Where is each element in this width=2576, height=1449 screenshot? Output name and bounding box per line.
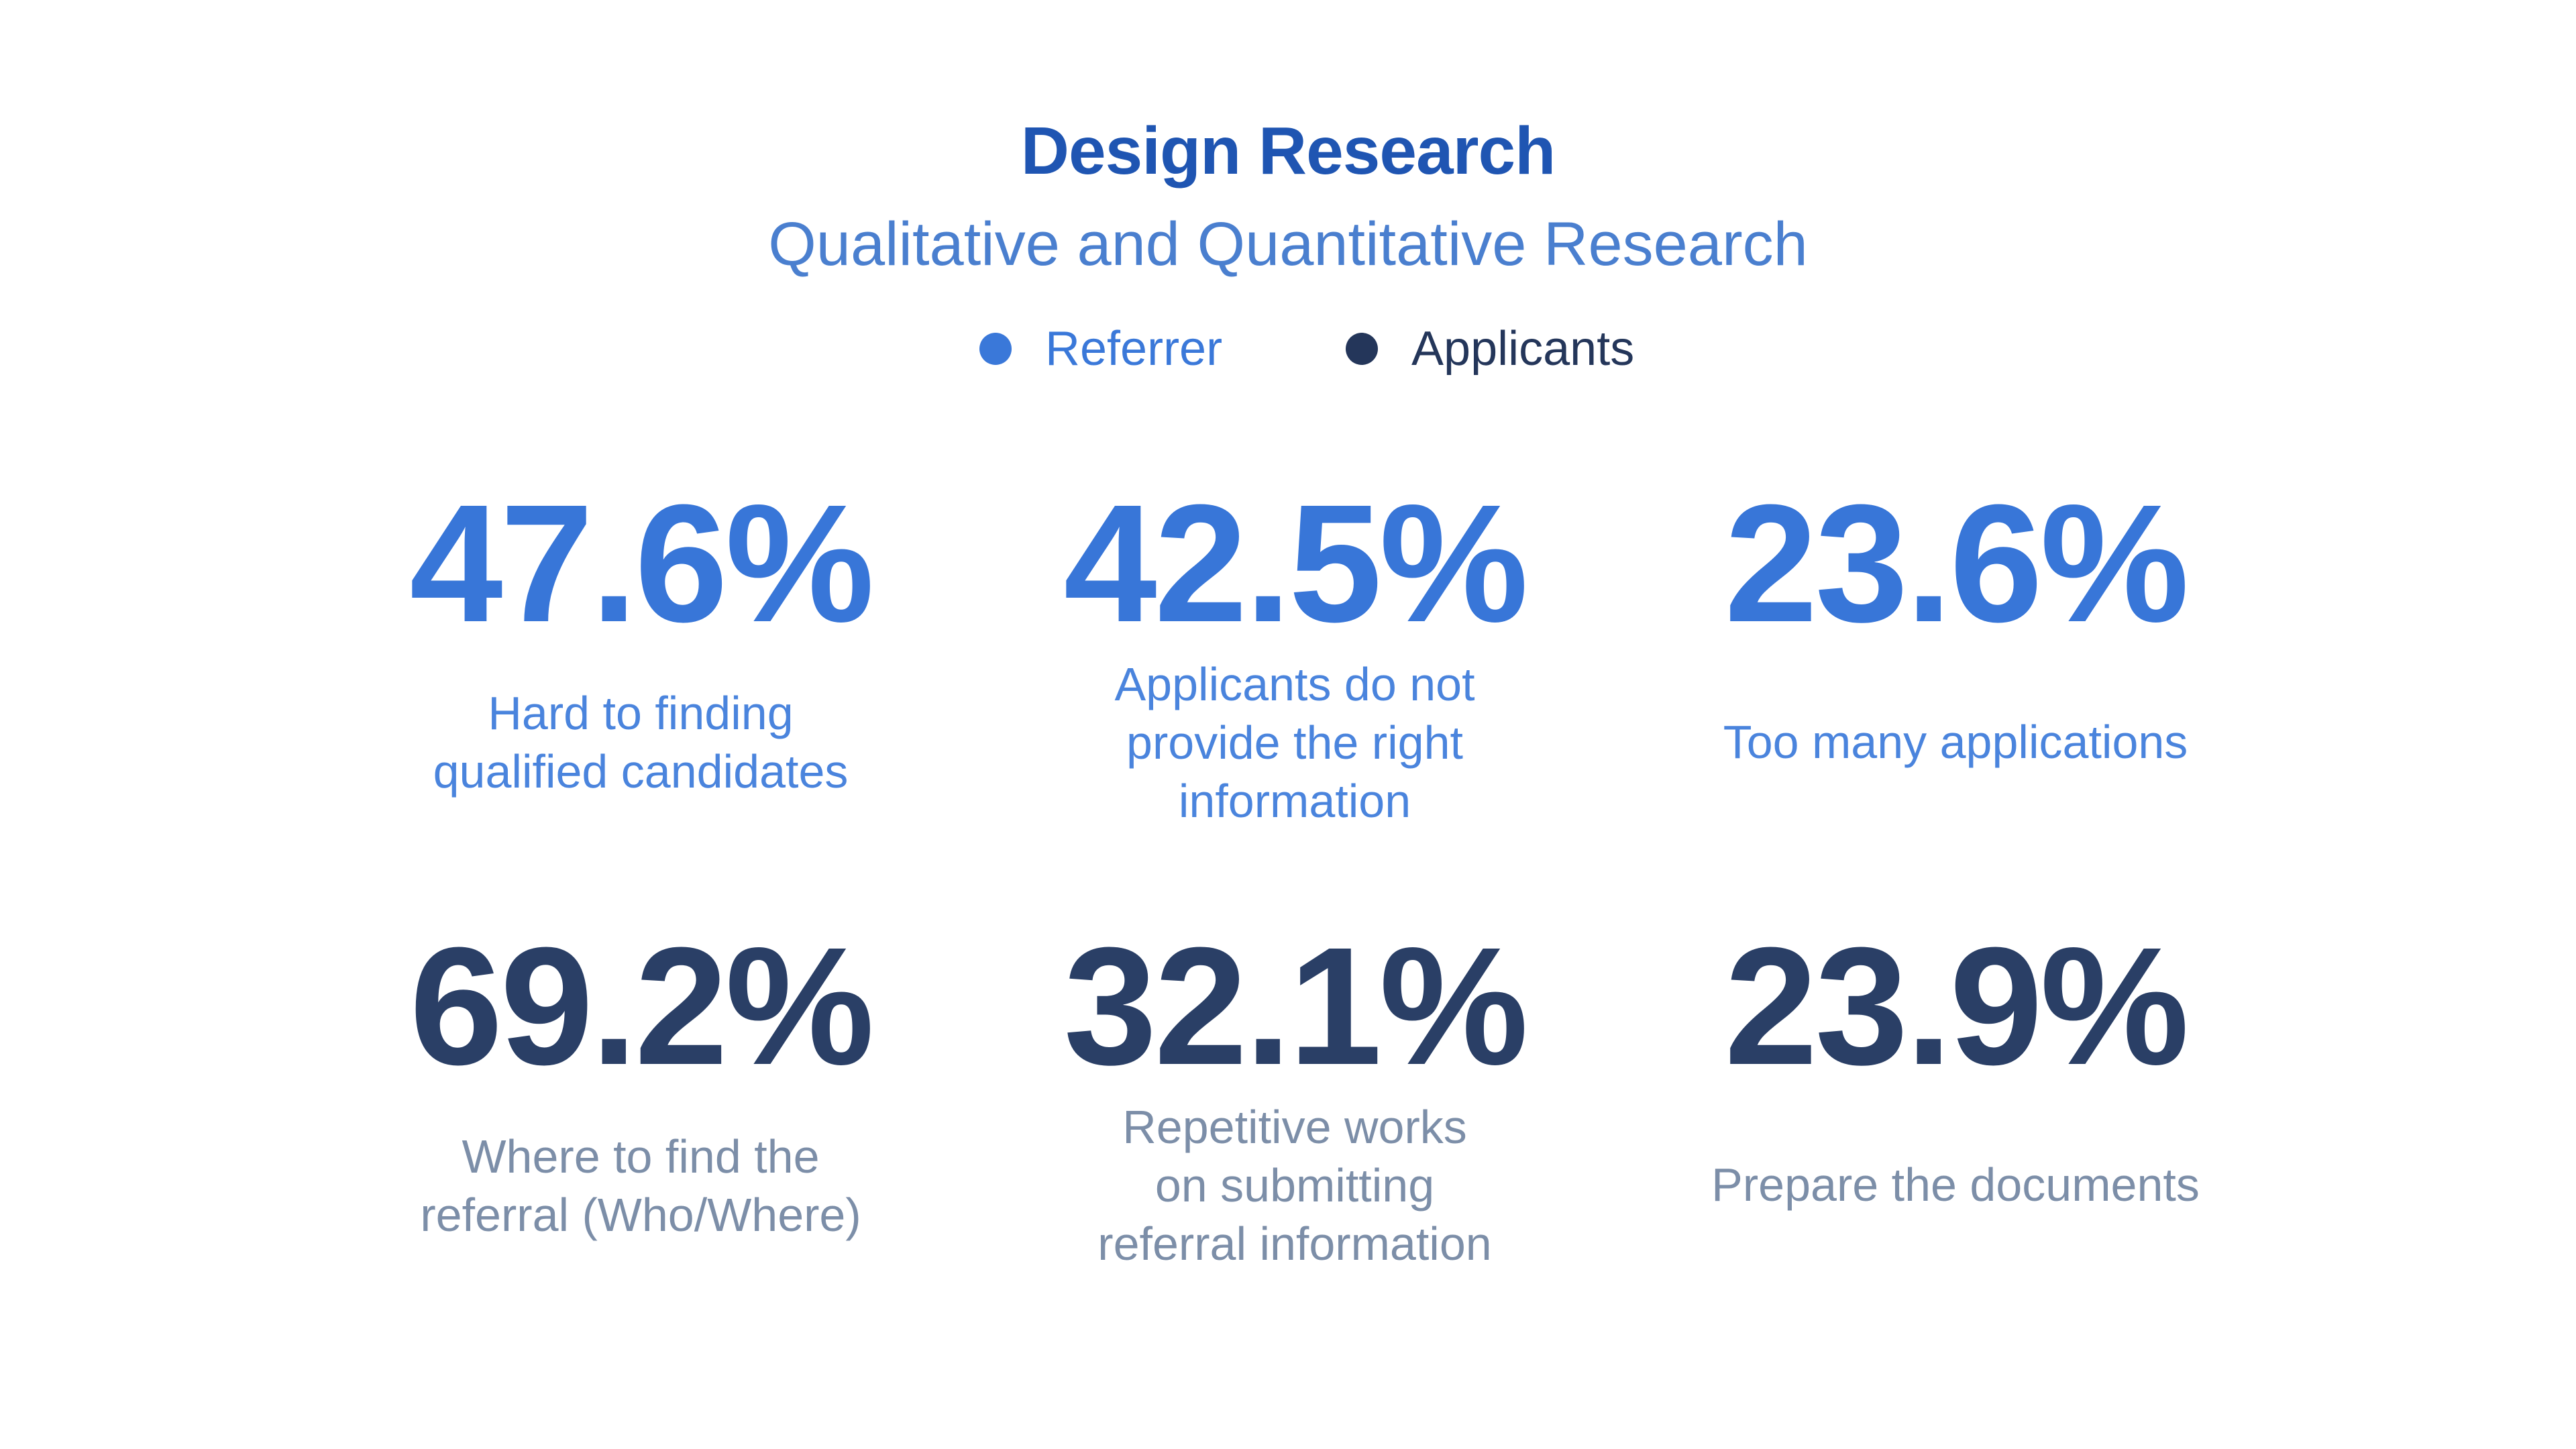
stat-value: 42.5% xyxy=(1063,470,1529,657)
referrer-stat-card: 47.6% Hard to finding qualified candidat… xyxy=(305,470,976,798)
legend-label-referrer: Referrer xyxy=(1045,322,1223,376)
applicants-stat-card: 32.1% Repetitive works on submitting ref… xyxy=(959,912,1630,1271)
legend-item-applicants: Applicants xyxy=(1346,319,1634,379)
legend: Referrer Applicants xyxy=(0,319,2576,379)
referrer-stat-card: 42.5% Applicants do not provide the righ… xyxy=(959,470,1630,828)
stat-value: 32.1% xyxy=(1063,912,1529,1099)
stat-description: Hard to finding qualified candidates xyxy=(433,687,849,798)
stat-value: 23.6% xyxy=(1724,470,2190,657)
stat-description: Applicants do not provide the right info… xyxy=(1114,658,1475,827)
stat-value: 69.2% xyxy=(409,912,875,1099)
stat-description: Where to find the referral (Who/Where) xyxy=(420,1130,861,1241)
stat-value: 47.6% xyxy=(409,470,875,657)
legend-label-applicants: Applicants xyxy=(1411,322,1635,376)
stat-description: Repetitive works on submitting referral … xyxy=(1097,1101,1492,1270)
applicants-stat-card: 69.2% Where to find the referral (Who/Wh… xyxy=(305,912,976,1242)
referrer-stat-card: 23.6% Too many applications xyxy=(1620,470,2291,769)
stat-value: 23.9% xyxy=(1724,912,2190,1099)
applicants-stat-card: 23.9% Prepare the documents xyxy=(1620,912,2291,1212)
referrer-dot-icon xyxy=(979,333,1012,365)
stat-description: Too many applications xyxy=(1723,716,2188,768)
legend-item-referrer: Referrer xyxy=(979,319,1222,379)
page-title: Design Research xyxy=(1020,113,1556,189)
stat-description: Prepare the documents xyxy=(1711,1159,2200,1211)
applicants-dot-icon xyxy=(1346,333,1378,365)
page-subtitle: Qualitative and Quantitative Research xyxy=(768,210,1808,278)
